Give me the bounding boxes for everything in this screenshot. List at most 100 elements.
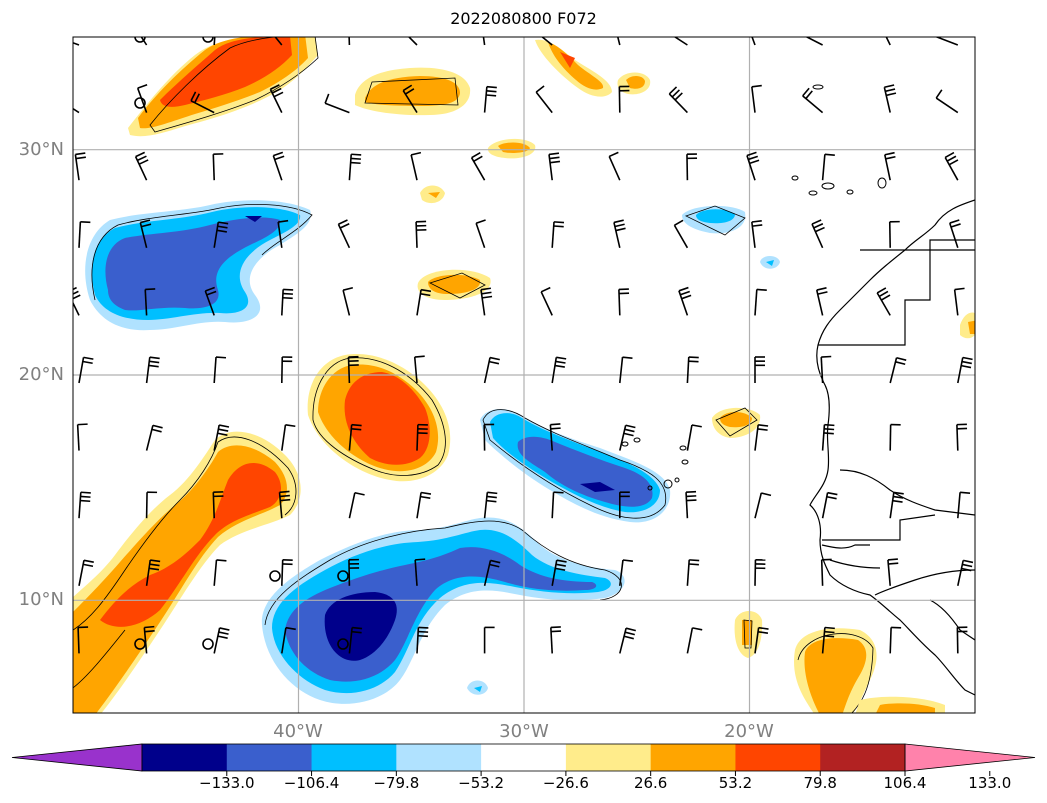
- wind-barb: [618, 491, 630, 519]
- negative-anomaly-nw: [85, 200, 313, 331]
- wind-barb: [551, 491, 564, 519]
- positive-anomaly-top-middle: [355, 67, 471, 116]
- wind-barb: [139, 219, 152, 248]
- wind-barb: [145, 559, 161, 586]
- wind-barb: [754, 356, 765, 383]
- wind-barb: [337, 219, 351, 249]
- wind-barb: [957, 559, 974, 586]
- wind-barb: [551, 559, 567, 586]
- lat-tick-30n: 30°N: [19, 139, 64, 160]
- wind-barb: [885, 37, 891, 46]
- calm-wind-circle: [269, 570, 281, 582]
- coastlines: [809, 199, 975, 696]
- wind-barb: [213, 559, 227, 586]
- wind-barb: [73, 107, 80, 114]
- wind-barb: [416, 626, 429, 654]
- wind-barb: [956, 626, 968, 654]
- wind-barb: [751, 84, 762, 113]
- calm-wind-circle: [134, 97, 146, 109]
- wind-barb: [483, 85, 497, 113]
- wind-barb: [889, 491, 904, 519]
- wind-barb: [535, 85, 553, 114]
- colorbar-extend-high: [904, 743, 1036, 772]
- colorbar-segment: [735, 744, 821, 771]
- colorbar-label: −53.2: [458, 774, 504, 792]
- wind-barb: [821, 491, 838, 519]
- wind-barb: [204, 286, 217, 316]
- wind-barb: [686, 356, 699, 384]
- colorbar-label: 53.2: [719, 774, 752, 792]
- wind-barb: [551, 221, 565, 248]
- colorbar-segment: [565, 744, 652, 771]
- wind-barb: [470, 151, 486, 181]
- wind-barb: [551, 356, 567, 384]
- gridlines: [73, 37, 975, 713]
- wind-barb: [686, 424, 702, 451]
- wind-barb: [212, 491, 224, 519]
- wind-barb: [889, 423, 901, 451]
- wind-barb: [754, 492, 772, 519]
- colorbar-segment: [226, 744, 313, 771]
- wind-barb: [415, 220, 427, 248]
- map-title: 2022080800 F072: [450, 9, 597, 28]
- wind-barb: [889, 356, 907, 384]
- wind-barb: [685, 490, 697, 519]
- wind-barb: [348, 626, 363, 654]
- wind-barb: [278, 490, 291, 519]
- wind-barb: [548, 152, 561, 181]
- wind-barb: [616, 37, 621, 46]
- wind-barb: [410, 151, 422, 181]
- wind-barb: [136, 83, 148, 113]
- wind-barb: [754, 626, 769, 654]
- colorbar-extend-low: [11, 743, 143, 772]
- wind-barb: [888, 220, 900, 248]
- colorbar-segment: [481, 744, 567, 771]
- calm-wind-circle: [202, 37, 214, 43]
- colorbar-border: [141, 743, 906, 772]
- islands: [621, 84, 887, 491]
- wind-barb: [887, 558, 899, 586]
- wind-barb: [550, 626, 562, 654]
- wind-barb: [876, 287, 891, 316]
- colorbar: −133.0 −106.4 −79.8 −53.2 −26.6 26.6 53.2 79.8 1…: [11, 743, 1036, 792]
- wind-barb: [613, 219, 626, 248]
- wind-barb: [145, 424, 163, 451]
- wind-barb: [746, 151, 760, 181]
- wind-barb: [619, 559, 633, 586]
- wind-barb: [883, 84, 897, 113]
- wind-barb: [541, 37, 553, 46]
- wind-barb: [145, 356, 160, 384]
- wind-barb: [754, 423, 769, 451]
- wind-barb: [673, 219, 689, 249]
- wind-barb: [414, 558, 426, 586]
- lat-tick-10n: 10°N: [19, 589, 64, 610]
- wind-barb: [73, 41, 80, 46]
- wind-barb: [957, 491, 971, 519]
- wind-barb: [348, 37, 351, 46]
- colorbar-segment: [650, 744, 736, 771]
- wind-barb: [78, 559, 94, 586]
- wind-barb: [754, 559, 766, 586]
- wind-barb: [751, 37, 756, 46]
- wind-barb: [751, 219, 763, 248]
- wind-barb: [483, 626, 495, 654]
- calm-wind-circle: [337, 570, 349, 582]
- wind-barb: [416, 423, 428, 451]
- colorbar-label: −79.8: [373, 774, 419, 792]
- wind-barb: [815, 287, 828, 316]
- wind-barb: [811, 219, 825, 249]
- wind-barb: [213, 424, 230, 451]
- wind-barb: [935, 89, 959, 114]
- wind-barb: [324, 93, 350, 114]
- wind-barb: [190, 91, 215, 114]
- colorbar-label: 133.0: [968, 774, 1011, 792]
- wind-barb: [686, 153, 698, 181]
- positive-anomaly-nw-top: [128, 37, 319, 137]
- colorbar-segment: [396, 744, 482, 771]
- wind-barbs: [73, 37, 974, 654]
- wind-barb: [347, 355, 359, 384]
- colorbar-segment: [311, 744, 397, 771]
- wind-barb: [889, 626, 902, 654]
- wind-barb: [483, 559, 501, 586]
- wind-barb: [673, 37, 688, 46]
